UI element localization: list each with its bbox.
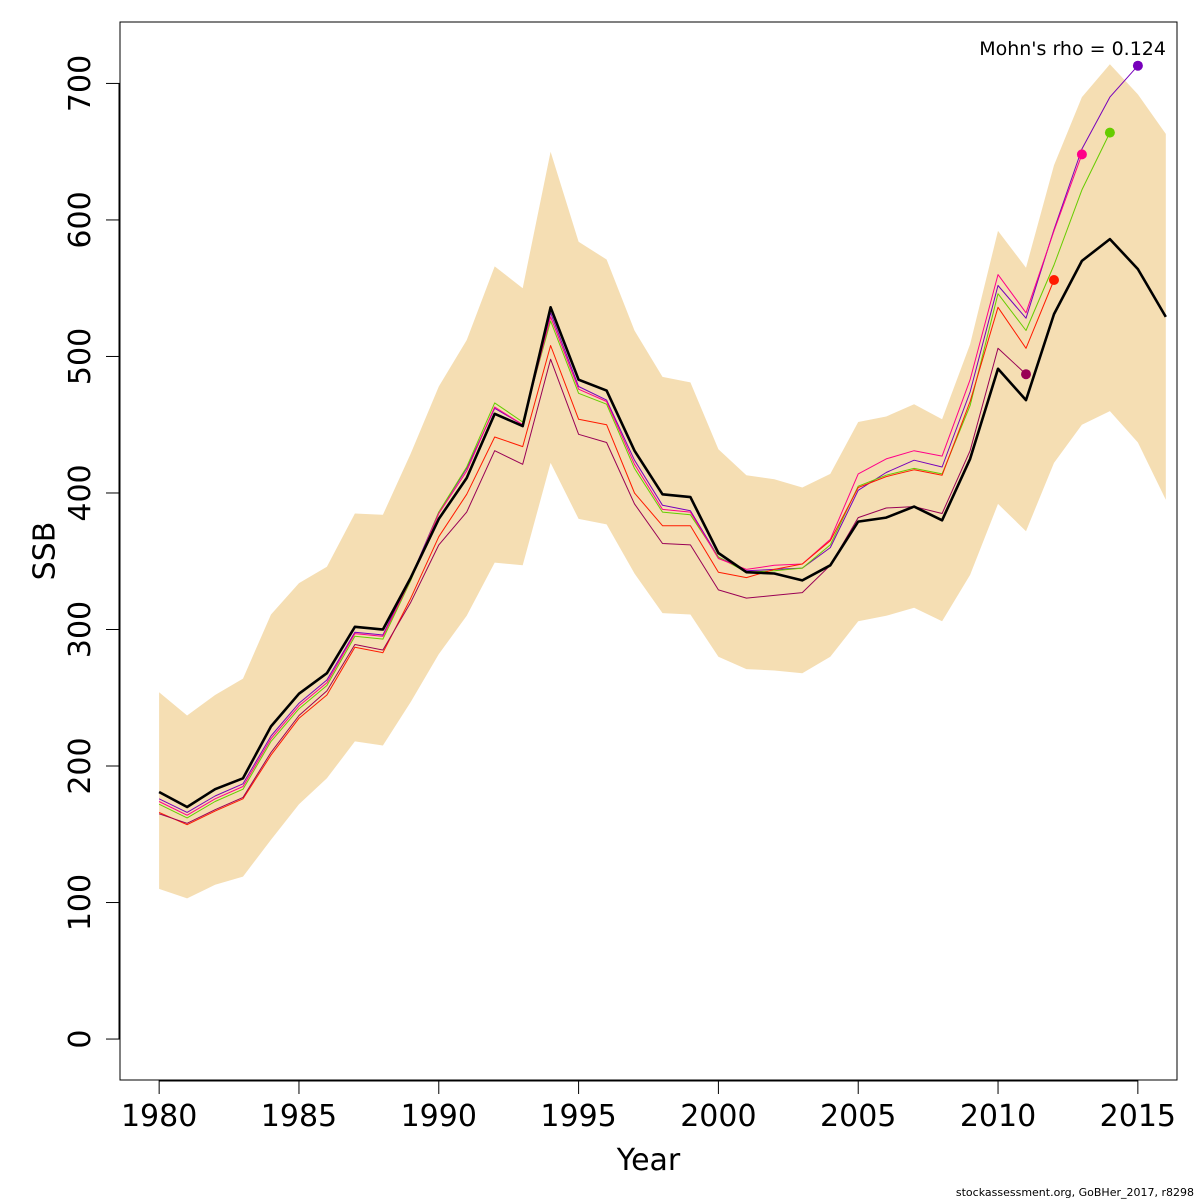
- series-endpoint-5: [1021, 369, 1031, 380]
- y-tick-label: 600: [63, 191, 98, 248]
- series-line-5: [158, 347, 1027, 824]
- x-axis: 1980 1985 1990 1995 2000 2005 2010 2015: [121, 1080, 1176, 1134]
- confidence-band: [159, 64, 1166, 899]
- plot-frame: [119, 21, 1178, 1081]
- confidence-band-layer: [159, 64, 1166, 899]
- series-line-4: [158, 279, 1055, 826]
- y-tick-label: 400: [63, 464, 98, 521]
- series-endpoint-4: [1049, 275, 1059, 285]
- series-endpoint-3: [1076, 149, 1087, 160]
- x-tick-label: 1980: [121, 1099, 197, 1134]
- x-tick-label: 2010: [960, 1099, 1036, 1134]
- source-footer: stockassessment.org, GoBHer_2017, r8298: [956, 1186, 1194, 1199]
- y-tick-label: 300: [63, 601, 98, 658]
- series-line-0: [158, 237, 1167, 809]
- series-layer: [158, 65, 1167, 826]
- mohns-rho-annotation: Mohn's rho = 0.124: [979, 38, 1166, 60]
- y-axis: 0 100 200 300 400 500 600 700: [63, 55, 120, 1049]
- x-tick-label: 2005: [820, 1099, 896, 1134]
- series-line-1: [158, 65, 1139, 813]
- x-tick-label: 1995: [540, 1099, 616, 1134]
- endpoint-layer: [1021, 60, 1143, 380]
- y-tick-label: 700: [63, 55, 98, 112]
- y-tick-label: 200: [63, 737, 98, 794]
- y-axis-title: SSB: [28, 522, 63, 581]
- y-tick-label: 500: [63, 328, 98, 385]
- y-tick-label: 100: [63, 874, 98, 931]
- x-tick-label: 1990: [401, 1099, 477, 1134]
- x-tick-label: 2000: [680, 1099, 756, 1134]
- x-tick-label: 2015: [1100, 1099, 1176, 1134]
- series-line-3: [158, 154, 1083, 816]
- y-tick-label: 0: [63, 1029, 98, 1048]
- x-tick-label: 1985: [261, 1099, 337, 1134]
- x-axis-title: Year: [616, 1143, 681, 1178]
- series-endpoint-2: [1104, 127, 1115, 138]
- series-endpoint-1: [1132, 60, 1143, 71]
